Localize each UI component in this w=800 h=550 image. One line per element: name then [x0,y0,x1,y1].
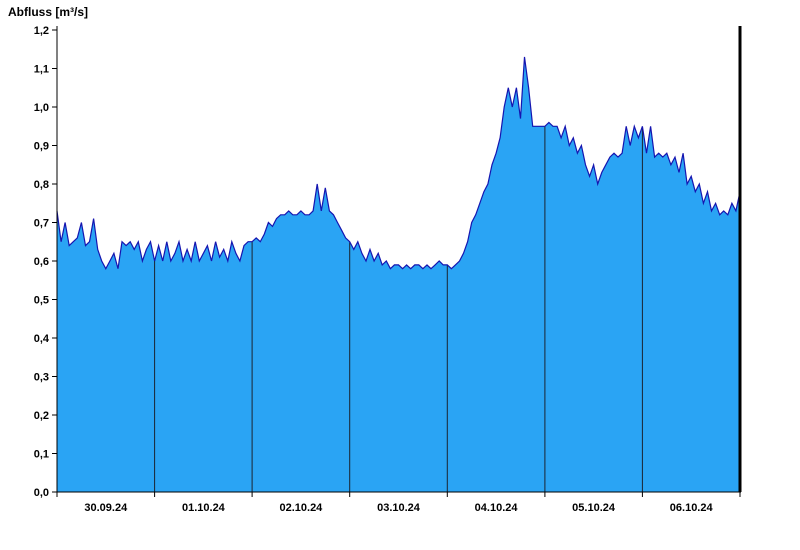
discharge-area [57,56,740,493]
x-tick-label: 30.09.24 [84,502,128,514]
y-tick-label: 0,1 [34,449,49,461]
y-tick-label: 0,0 [34,487,49,499]
x-tick-label: 02.10.24 [279,502,323,514]
y-tick-label: 1,0 [34,102,49,114]
y-tick-label: 0,9 [34,141,49,153]
y-tick-label: 0,4 [34,333,50,345]
x-tick-label: 05.10.24 [572,502,616,514]
x-tick-label: 06.10.24 [670,502,714,514]
y-tick-label: 1,2 [34,25,49,37]
y-axis: 0,0 0,1 0,2 0,3 0,4 0,5 0,6 0,7 0,8 0,9 1,0 1,1 1,2 [34,25,57,499]
y-tick-label: 0,6 [34,256,49,268]
x-axis: 30.09.24 01.10.24 02.10.24 03.10.24 04.10.24… [56,492,741,514]
axes [56,26,742,493]
x-tick-label: 01.10.24 [182,502,226,514]
discharge-line [56,56,741,270]
chart-title: Abfluss [m³/s] [8,5,89,19]
x-tick-label: 04.10.24 [475,502,519,514]
x-tick-label: 03.10.24 [377,502,421,514]
y-tick-label: 0,3 [34,372,49,384]
y-tick-label: 1,1 [34,64,49,76]
y-tick-label: 0,7 [34,218,49,230]
y-tick-label: 0,5 [34,295,49,307]
y-tick-label: 0,8 [34,179,49,191]
y-tick-label: 0,2 [34,410,49,422]
